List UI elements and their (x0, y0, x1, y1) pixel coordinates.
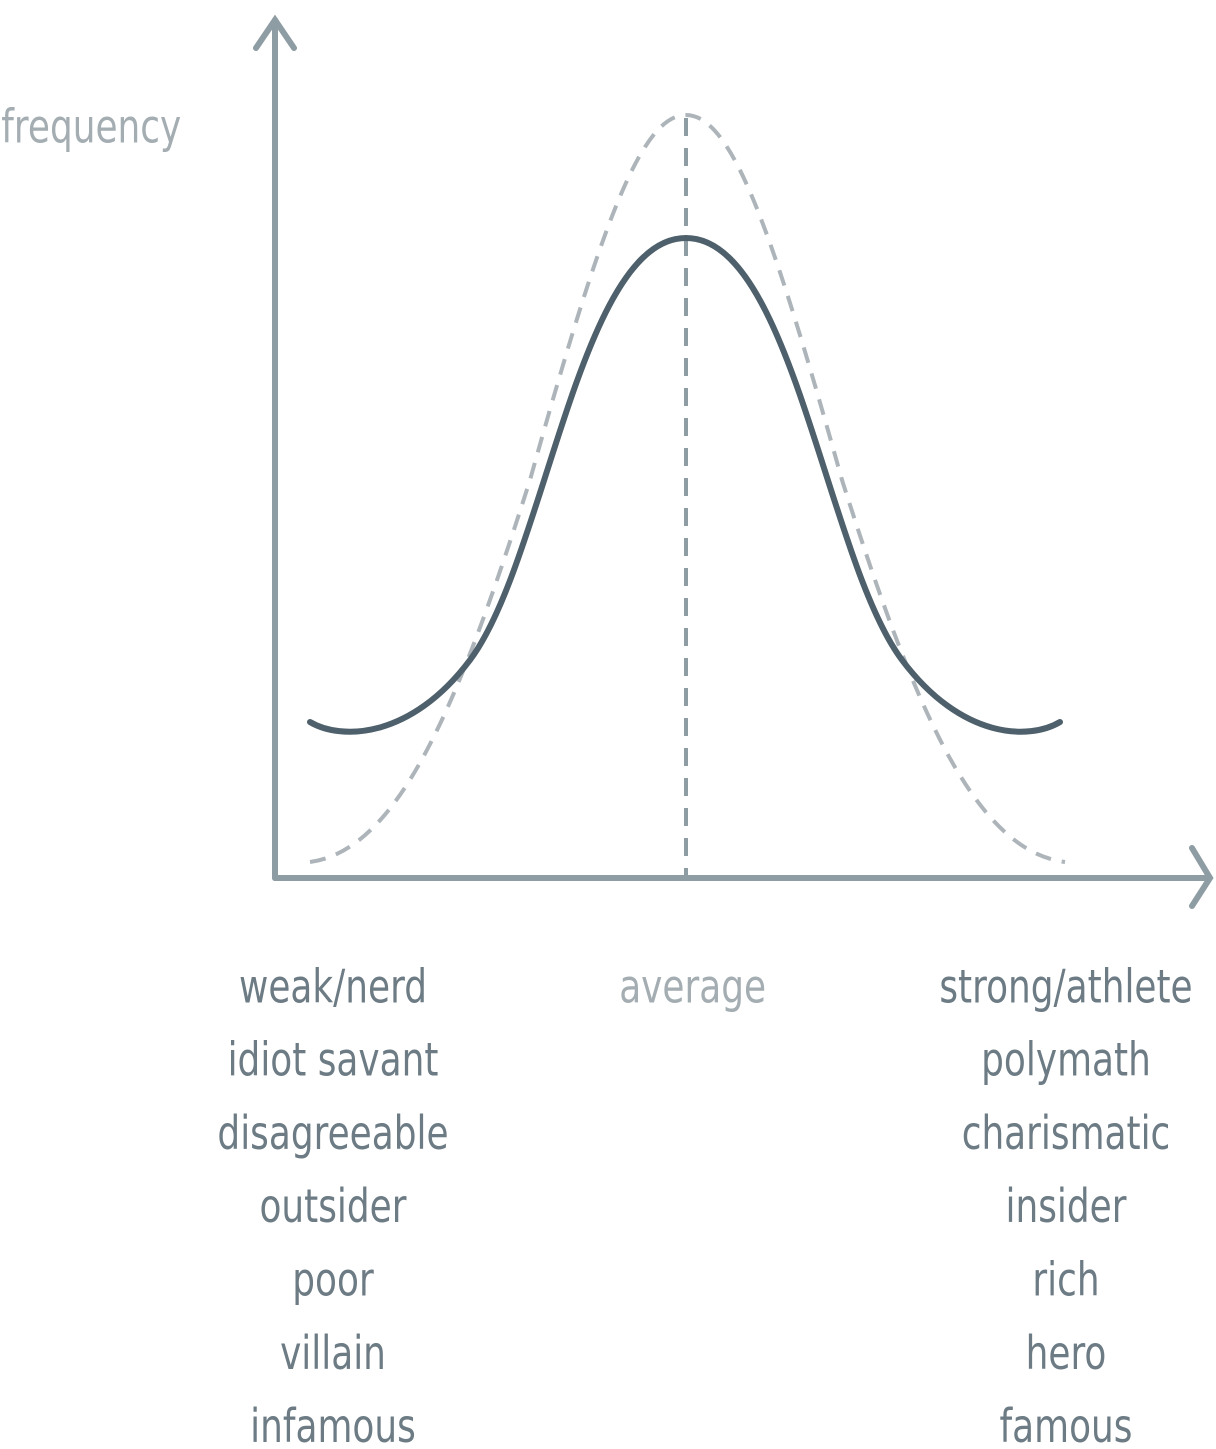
category-label: rich (1032, 1253, 1099, 1307)
x-arrow (1189, 845, 1214, 909)
category-label: disagreeable (217, 1106, 448, 1160)
category-label: infamous (250, 1400, 416, 1449)
category-label: idiot savant (228, 1033, 439, 1087)
labels: frequency average weak/nerd idiot savant d… (1, 100, 1192, 1449)
axes (253, 14, 1214, 909)
category-label: polymath (981, 1033, 1151, 1087)
category-label: poor (292, 1253, 373, 1307)
category-label: insider (1006, 1180, 1127, 1234)
category-label: strong/athlete (939, 960, 1192, 1014)
category-label: outsider (259, 1180, 406, 1234)
category-label: hero (1026, 1326, 1107, 1380)
y-arrow (253, 14, 297, 51)
y-axis-label: frequency (1, 100, 181, 154)
actual-curve (307, 234, 1063, 735)
category-label: villain (280, 1326, 386, 1380)
category-label: famous (1000, 1400, 1133, 1449)
center-label: average (619, 960, 766, 1014)
category-label: weak/nerd (239, 960, 427, 1014)
category-label: charismatic (962, 1106, 1171, 1160)
